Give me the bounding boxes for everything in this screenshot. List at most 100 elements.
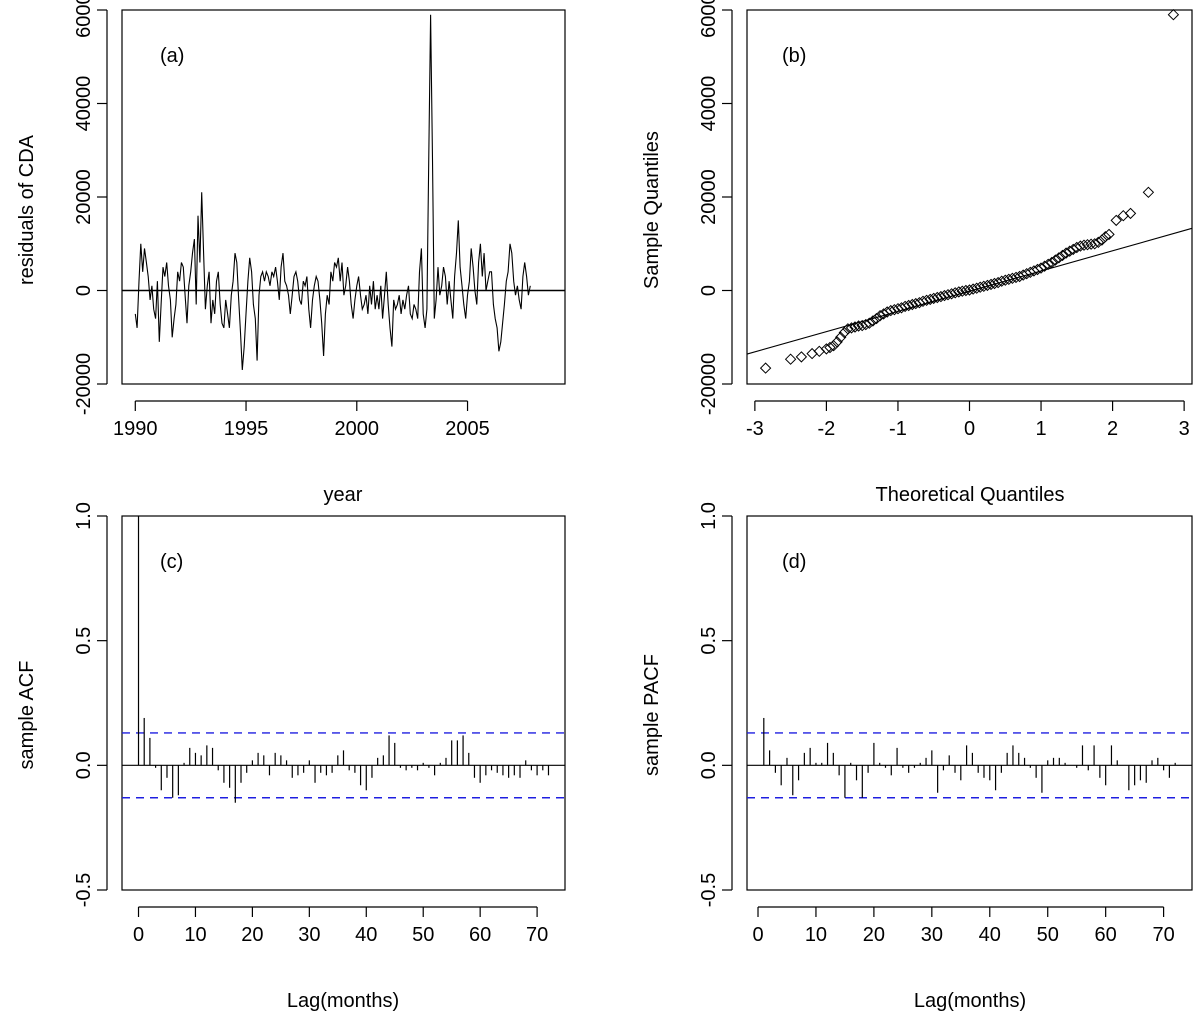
qq-point xyxy=(845,322,858,334)
plot-frame xyxy=(746,9,1193,385)
qq-point xyxy=(1042,258,1054,271)
x-tick-label: 50 xyxy=(412,924,434,946)
qq-point xyxy=(1038,260,1051,272)
y-tick-label: 0.0 xyxy=(698,751,720,779)
y-axis: -0.5 0.0 0.5 1.0 xyxy=(698,502,733,907)
x-tick-label: -1 xyxy=(889,418,907,440)
qq-point xyxy=(1085,238,1097,250)
x-axis-title: Lag(months) xyxy=(914,990,1026,1012)
x-tick-label: 40 xyxy=(355,924,377,946)
qq-point xyxy=(863,317,876,329)
qq-point xyxy=(870,312,883,325)
qq-point xyxy=(974,281,986,293)
x-tick-label: 2005 xyxy=(445,418,490,440)
x-tick-label: 3 xyxy=(1179,418,1190,440)
x-tick-label: 1 xyxy=(1035,418,1046,440)
qq-point xyxy=(902,299,915,312)
x-axis-title: year xyxy=(324,484,363,506)
qq-point xyxy=(834,331,847,344)
qq-point xyxy=(906,298,919,311)
qq-point xyxy=(1046,256,1058,269)
y-tick-label: 40000 xyxy=(698,76,720,132)
y-tick-label: 0.5 xyxy=(698,627,720,655)
x-axis-title: Lag(months) xyxy=(287,990,399,1012)
qq-point xyxy=(963,284,976,296)
panel-label: (b) xyxy=(782,45,806,67)
qq-point xyxy=(1096,234,1108,246)
qq-point xyxy=(1142,186,1155,199)
qq-point xyxy=(784,353,797,365)
qq-point xyxy=(935,290,947,303)
x-tick-label: 70 xyxy=(526,924,548,946)
qq-point xyxy=(927,292,940,305)
qq-point xyxy=(931,291,944,304)
panel-a: (a) year residuals of CDA 1990 1995 2000 20… xyxy=(16,0,566,506)
qq-point xyxy=(999,274,1012,286)
qq-point xyxy=(795,351,808,363)
qq-point xyxy=(978,280,990,293)
y-tick-label: 1.0 xyxy=(73,502,95,530)
qq-point xyxy=(981,279,994,292)
panel-label: (d) xyxy=(782,551,806,573)
y-axis-title: Sample Quantiles xyxy=(641,131,663,289)
y-tick-label: 0.0 xyxy=(73,751,95,779)
y-tick-label: -20000 xyxy=(698,353,720,415)
y-tick-label: -0.5 xyxy=(73,873,95,907)
qq-point xyxy=(885,304,897,317)
x-tick-label: 30 xyxy=(921,924,943,946)
qq-point xyxy=(1088,238,1101,250)
qq-point xyxy=(852,320,865,332)
x-axis-title: Theoretical Quantiles xyxy=(876,484,1065,506)
qq-point xyxy=(953,286,965,298)
y-axis: -0.5 0.0 0.5 1.0 xyxy=(73,502,108,907)
qq-point xyxy=(1035,262,1047,274)
qq-point xyxy=(759,362,772,374)
qq-point xyxy=(1060,247,1072,259)
x-axis: 0 10 20 30 40 50 60 70 xyxy=(133,906,548,946)
qq-point xyxy=(1103,228,1115,241)
y-tick-label: 0.5 xyxy=(73,627,95,655)
plot-frame xyxy=(746,515,1193,891)
qq-point xyxy=(838,326,851,339)
y-tick-label: 1.0 xyxy=(698,502,720,530)
qq-point xyxy=(1049,254,1062,266)
qq-point xyxy=(824,341,836,354)
qq-point xyxy=(867,315,879,327)
qq-point xyxy=(1006,272,1019,285)
x-tick-label: 60 xyxy=(1095,924,1117,946)
x-tick-label: 2000 xyxy=(335,418,380,440)
qq-point xyxy=(1053,252,1065,264)
qq-point xyxy=(860,318,872,331)
qq-point xyxy=(888,303,901,316)
x-tick-label: 1990 xyxy=(113,418,158,440)
x-tick-label: 40 xyxy=(979,924,1001,946)
y-tick-label: 60000 xyxy=(73,0,95,38)
qq-point xyxy=(924,293,936,306)
x-tick-label: 2 xyxy=(1107,418,1118,440)
qq-point xyxy=(995,275,1008,287)
panel-d: (d) Lag(months) sample PACF 0 10 20 30 40 50 6… xyxy=(641,502,1193,1012)
qq-point xyxy=(1124,207,1137,220)
y-tick-label: 40000 xyxy=(73,76,95,132)
qq-point xyxy=(827,339,840,352)
qq-point xyxy=(960,284,972,297)
panel-c: (c) Lag(months) sample ACF 0 10 20 30 40 50 60… xyxy=(16,502,566,1012)
qq-point xyxy=(945,288,958,300)
qq-point xyxy=(899,300,911,313)
qq-point xyxy=(1099,230,1112,243)
x-axis: 0 10 20 30 40 50 60 70 xyxy=(752,906,1175,946)
x-axis: 1990 1995 2000 2005 xyxy=(113,400,490,440)
qq-point xyxy=(985,278,997,291)
x-tick-label: 0 xyxy=(133,924,144,946)
qq-point xyxy=(1167,8,1180,21)
x-tick-label: 1995 xyxy=(224,418,269,440)
qq-point xyxy=(1003,273,1015,286)
x-tick-label: 20 xyxy=(241,924,263,946)
qq-point xyxy=(938,289,951,302)
qq-point xyxy=(874,309,886,322)
y-tick-label: 20000 xyxy=(698,169,720,225)
qq-point xyxy=(1092,236,1105,249)
qq-point xyxy=(1063,245,1076,257)
x-tick-label: -3 xyxy=(746,418,764,440)
plot-frame xyxy=(121,515,566,891)
